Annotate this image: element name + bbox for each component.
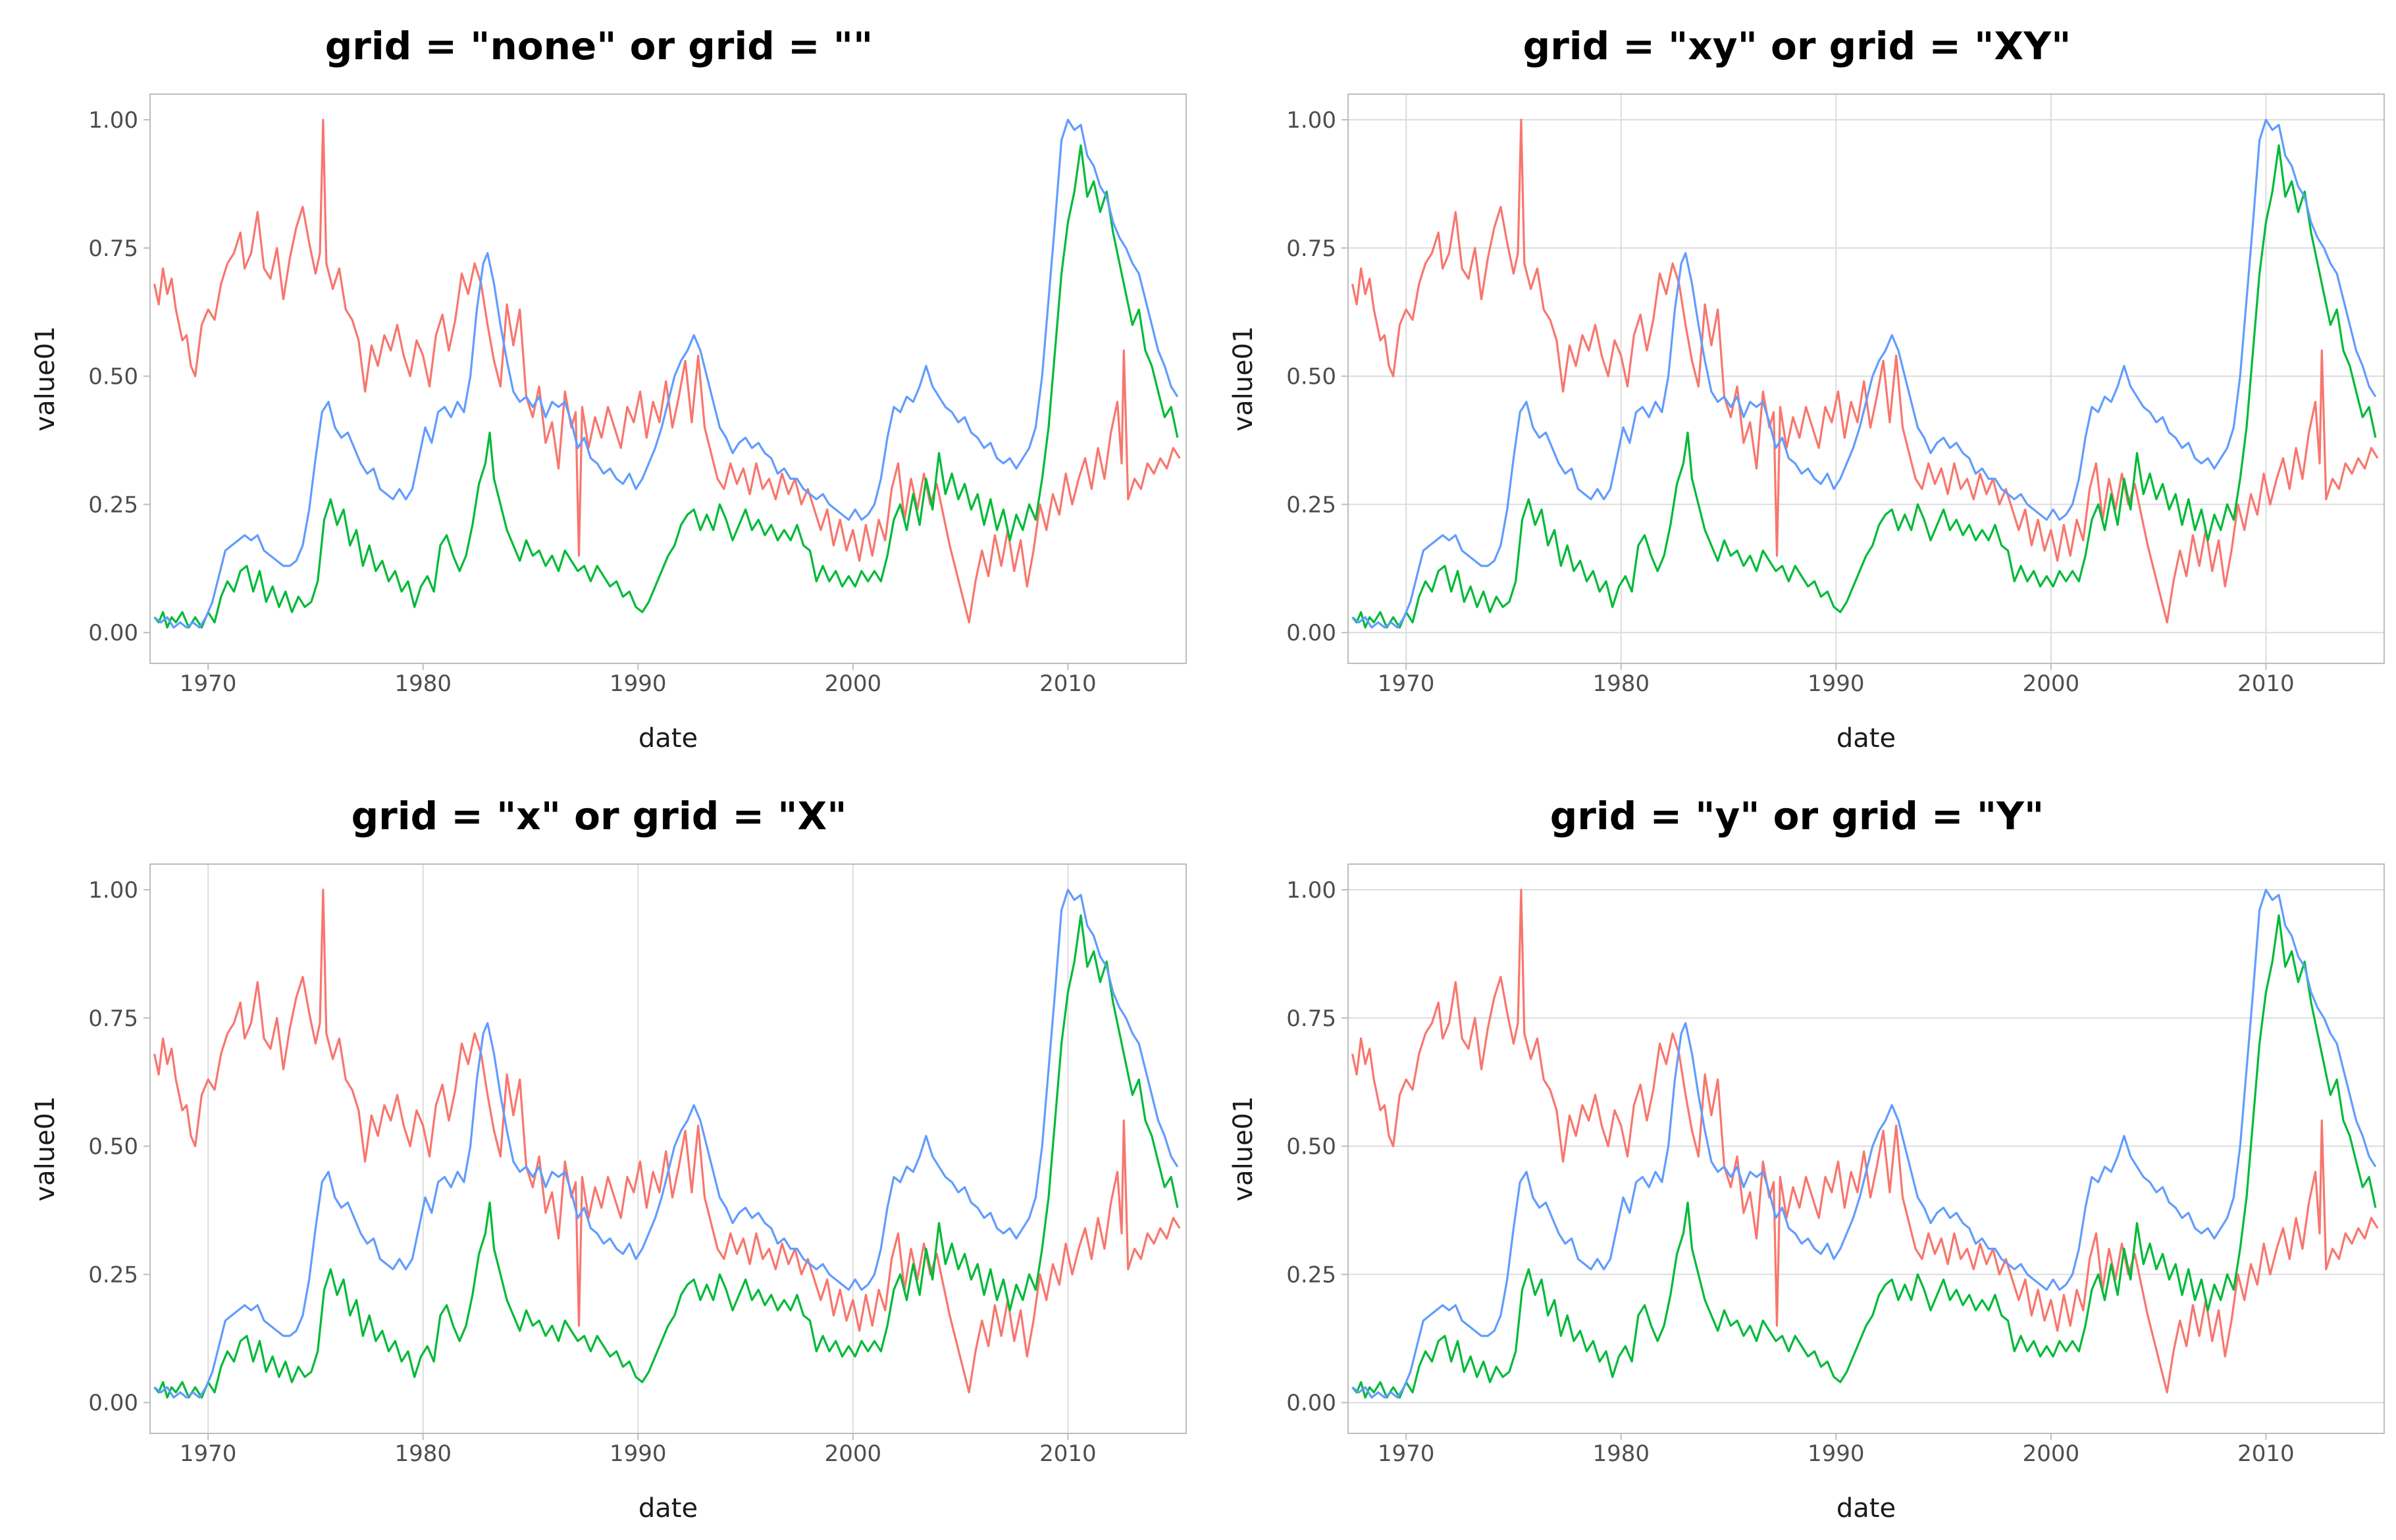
y-tick-label: 0.75 — [1286, 236, 1336, 262]
plot-border — [1347, 863, 2385, 1434]
x-tick-label: 2010 — [1039, 671, 1097, 697]
y-tick-label: 0.50 — [88, 364, 138, 390]
x-tick-label: 2000 — [2023, 1441, 2080, 1467]
panel-grid-xy: grid = "xy" or grid = "XY" 1970 1980 1990 20… — [1198, 0, 2396, 770]
y-tick-label: 1.00 — [1286, 107, 1336, 134]
x-tick-label: 2000 — [2023, 671, 2080, 697]
x-axis-label: date — [638, 723, 698, 754]
y-axis-label: value01 — [1228, 1096, 1259, 1201]
series-line-2 — [1351, 118, 2377, 629]
x-tick-label: 1990 — [610, 1441, 667, 1467]
y-tick-label: 0.75 — [1286, 1006, 1336, 1032]
plot-border — [149, 863, 1187, 1434]
chart-svg: grid = "xy" or grid = "XY" 1970 1980 1990 20… — [1228, 24, 2385, 754]
x-tick-label: 1990 — [610, 671, 667, 697]
y-tick-label: 1.00 — [1286, 877, 1336, 904]
y-tick-label: 0.75 — [88, 236, 138, 262]
x-tick-label: 1970 — [1378, 1441, 1435, 1467]
series-line-1 — [1351, 144, 2377, 629]
x-tick-label: 2010 — [1039, 1441, 1097, 1467]
chart-title: grid = "none" or grid = "" — [325, 24, 873, 68]
x-tick-label: 1970 — [1378, 671, 1435, 697]
y-tick-label: 0.25 — [88, 1262, 138, 1288]
x-tick-label: 2000 — [825, 1441, 882, 1467]
x-tick-label: 1970 — [180, 1441, 237, 1467]
panel-grid-y: grid = "y" or grid = "Y" 1970 1980 1990 2000… — [1198, 770, 2396, 1540]
y-tick-label: 0.25 — [1286, 492, 1336, 518]
x-tick-label: 1980 — [394, 1441, 452, 1467]
panel-grid-x: grid = "x" or grid = "X" 1970 1980 1990 2000… — [0, 770, 1198, 1540]
series-line-0 — [1351, 888, 2379, 1394]
y-tick-label: 0.25 — [1286, 1262, 1336, 1288]
y-tick-label: 0.50 — [1286, 1134, 1336, 1160]
chart-title: grid = "x" or grid = "X" — [352, 794, 847, 838]
x-tick-label: 2000 — [825, 671, 882, 697]
y-tick-label: 0.50 — [1286, 364, 1336, 390]
chart-svg: grid = "y" or grid = "Y" 1970 1980 1990 2000… — [1228, 794, 2385, 1524]
y-axis-label: value01 — [1228, 326, 1259, 431]
x-tick-label: 2010 — [2237, 1441, 2295, 1467]
series-line-1 — [1351, 914, 2377, 1399]
y-tick-label: 0.50 — [88, 1134, 138, 1160]
y-tick-label: 0.00 — [1286, 1390, 1336, 1416]
y-tick-label: 1.00 — [88, 107, 138, 134]
y-tick-label: 0.25 — [88, 492, 138, 518]
series-line-2 — [153, 118, 1179, 629]
chart-svg: grid = "none" or grid = "" 1970 1980 1990 20… — [30, 24, 1187, 754]
x-axis-label: date — [1836, 723, 1896, 754]
plot-border — [149, 93, 1187, 664]
y-axis-label: value01 — [30, 1096, 61, 1201]
chart-title: grid = "xy" or grid = "XY" — [1523, 24, 2071, 68]
chart-svg: grid = "x" or grid = "X" 1970 1980 1990 2000… — [30, 794, 1187, 1524]
x-tick-label: 1990 — [1808, 1441, 1865, 1467]
y-tick-label: 0.00 — [88, 1390, 138, 1416]
x-tick-label: 1990 — [1808, 671, 1865, 697]
series-line-0 — [153, 118, 1181, 624]
y-tick-label: 0.00 — [88, 620, 138, 646]
x-tick-label: 1970 — [180, 671, 237, 697]
x-axis-label: date — [1836, 1493, 1896, 1524]
x-tick-label: 1980 — [1592, 671, 1650, 697]
x-tick-label: 2010 — [2237, 671, 2295, 697]
series-line-0 — [153, 888, 1181, 1394]
x-tick-label: 1980 — [394, 671, 452, 697]
y-tick-label: 0.00 — [1286, 620, 1336, 646]
series-line-0 — [1351, 118, 2379, 624]
x-tick-label: 1980 — [1592, 1441, 1650, 1467]
series-line-2 — [153, 888, 1179, 1399]
y-axis-label: value01 — [30, 326, 61, 431]
series-line-1 — [153, 144, 1179, 629]
series-line-2 — [1351, 888, 2377, 1399]
chart-title: grid = "y" or grid = "Y" — [1550, 794, 2044, 838]
series-line-1 — [153, 914, 1179, 1399]
panel-grid-none: grid = "none" or grid = "" 1970 1980 1990 20… — [0, 0, 1198, 770]
plot-border — [1347, 93, 2385, 664]
y-tick-label: 0.75 — [88, 1006, 138, 1032]
x-axis-label: date — [638, 1493, 698, 1524]
y-tick-label: 1.00 — [88, 877, 138, 904]
